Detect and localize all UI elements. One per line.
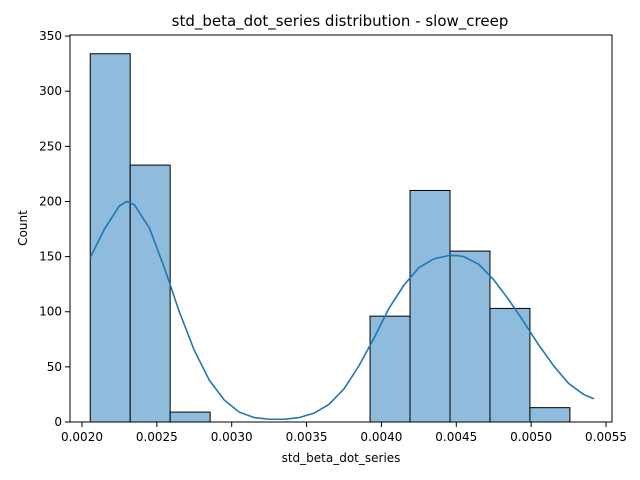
y-tick-label: 100 [39, 305, 62, 319]
histogram-bar [169, 411, 211, 423]
plot-frame [69, 34, 613, 423]
y-tick-label: 50 [47, 360, 62, 374]
x-tick-label: 0.0045 [435, 430, 477, 444]
y-axis-label: Count [16, 210, 30, 246]
x-tick-label: 0.0025 [136, 430, 178, 444]
y-tick-label: 150 [39, 250, 62, 264]
y-tick-label: 250 [39, 139, 62, 153]
histogram-bar [529, 407, 571, 423]
y-tick-label: 350 [39, 29, 62, 43]
x-tick-label: 0.0040 [360, 430, 402, 444]
kde-curve [89, 200, 595, 421]
x-tick-label: 0.0030 [211, 430, 253, 444]
histogram-bar [89, 53, 131, 423]
kde-curve-group [89, 200, 595, 421]
x-tick-label: 0.0020 [61, 430, 103, 444]
y-tick-label: 300 [39, 84, 62, 98]
y-tick-label: 200 [39, 194, 62, 208]
histogram-bar [449, 250, 491, 423]
x-tick-label: 0.0050 [510, 430, 552, 444]
histogram-bar [409, 189, 451, 423]
x-tick-label: 0.0055 [585, 430, 627, 444]
y-axis-ticks: 0 50 100 150 200 250 300 350 [39, 29, 70, 429]
y-tick-label: 0 [54, 415, 62, 429]
x-axis-ticks: 0.0020 0.0025 0.0030 0.0035 0.0040 0.0045 0.00… [61, 422, 627, 444]
x-tick-label: 0.0035 [286, 430, 328, 444]
histogram-bar [489, 307, 531, 423]
chart-title: std_beta_dot_series distribution - slow_… [172, 12, 509, 31]
histogram-bar [129, 164, 171, 423]
x-axis-label: std_beta_dot_series [282, 451, 401, 465]
histogram-bar [369, 315, 411, 423]
